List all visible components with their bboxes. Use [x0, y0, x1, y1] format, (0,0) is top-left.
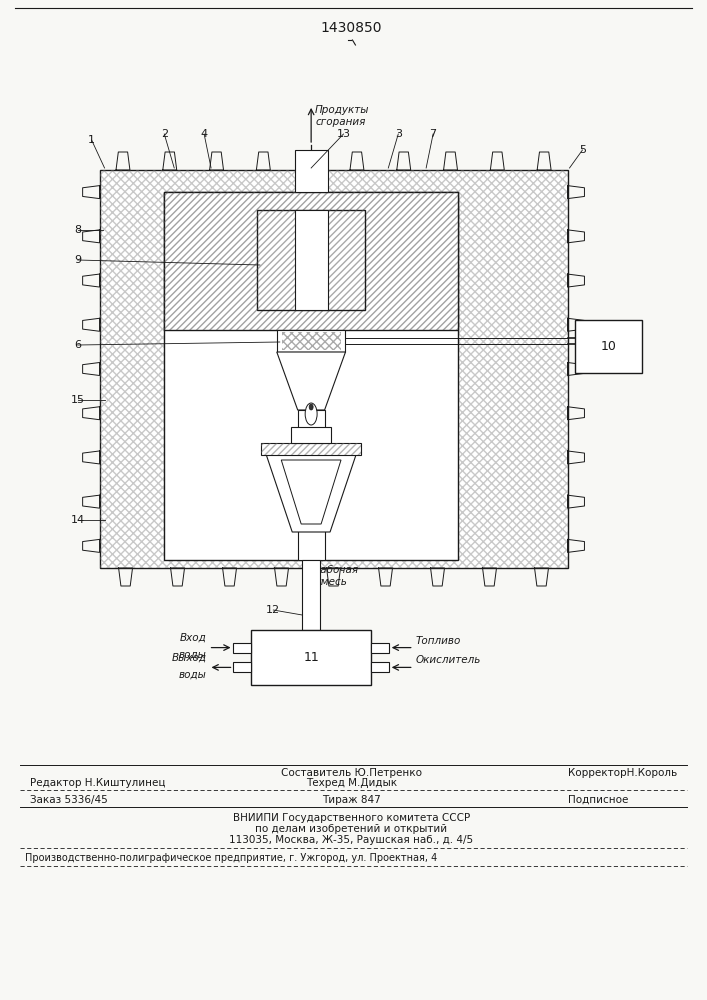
Text: Рабочая: Рабочая — [315, 565, 359, 575]
Text: Редактор Н.Киштулинец: Редактор Н.Киштулинец — [30, 778, 165, 788]
Text: 7: 7 — [430, 129, 437, 139]
Text: Заказ 5336/45: Заказ 5336/45 — [30, 795, 107, 805]
Text: 8: 8 — [74, 225, 81, 235]
Text: 14: 14 — [71, 515, 85, 525]
Text: 113035, Москва, Ж-35, Раушская наб., д. 4/5: 113035, Москва, Ж-35, Раушская наб., д. … — [229, 835, 474, 845]
Text: сгорания: сгорания — [315, 117, 366, 127]
Text: 10: 10 — [601, 340, 617, 353]
Polygon shape — [277, 352, 346, 410]
Polygon shape — [267, 455, 356, 532]
Text: 1430850: 1430850 — [321, 21, 382, 35]
Ellipse shape — [305, 403, 317, 425]
Bar — [295, 150, 327, 192]
Polygon shape — [281, 460, 341, 524]
Text: 15: 15 — [71, 395, 85, 405]
Bar — [233, 643, 252, 653]
Text: Производственно-полиграфическое предприятие, г. Ужгород, ул. Проектная, 4: Производственно-полиграфическое предприя… — [25, 853, 437, 863]
Text: КорректорН.Король: КорректорН.Король — [568, 768, 677, 778]
Text: Вход: Вход — [180, 633, 206, 643]
Text: Продукты: Продукты — [315, 105, 370, 115]
Text: Подписное: Подписное — [568, 795, 628, 805]
Bar — [302, 560, 320, 630]
Text: Составитель Ю.Петренко: Составитель Ю.Петренко — [281, 768, 422, 778]
Bar — [282, 332, 341, 350]
Bar — [262, 443, 361, 455]
Bar — [100, 170, 568, 568]
Text: 13: 13 — [337, 129, 351, 139]
Text: 2: 2 — [160, 129, 168, 139]
Bar — [100, 170, 568, 568]
Text: Тираж 847: Тираж 847 — [322, 795, 381, 805]
Bar — [262, 443, 361, 455]
Text: ВНИИПИ Государственного комитета СССР: ВНИИПИ Государственного комитета СССР — [233, 813, 470, 823]
Text: 9: 9 — [74, 255, 81, 265]
Bar — [164, 192, 458, 330]
Text: 1: 1 — [88, 135, 95, 145]
Bar — [371, 662, 389, 672]
Text: Топливо: Топливо — [416, 636, 461, 646]
Text: 4: 4 — [201, 129, 208, 139]
Text: 11: 11 — [303, 651, 319, 664]
Bar — [575, 320, 642, 373]
Bar — [257, 210, 366, 310]
Bar — [291, 427, 331, 443]
Text: 12: 12 — [267, 605, 281, 615]
Text: воды: воды — [179, 650, 206, 660]
Bar — [257, 210, 366, 310]
Text: Техред М.Дидык: Техред М.Дидык — [306, 778, 397, 788]
Bar — [298, 410, 325, 560]
Text: 6: 6 — [74, 340, 81, 350]
Text: Выход: Выход — [172, 652, 206, 662]
Bar — [233, 662, 252, 672]
Bar — [252, 630, 371, 685]
Bar — [371, 643, 389, 653]
Bar — [277, 330, 346, 352]
Text: Окислитель: Окислитель — [416, 655, 481, 665]
Ellipse shape — [309, 404, 313, 410]
Bar — [164, 192, 458, 560]
Text: 3: 3 — [395, 129, 402, 139]
Text: воды: воды — [179, 669, 206, 679]
Text: смесь: смесь — [315, 577, 347, 587]
Text: по делам изобретений и открытий: по делам изобретений и открытий — [255, 824, 448, 834]
Text: 5: 5 — [579, 145, 586, 155]
Bar — [164, 192, 458, 330]
Bar — [295, 210, 327, 310]
